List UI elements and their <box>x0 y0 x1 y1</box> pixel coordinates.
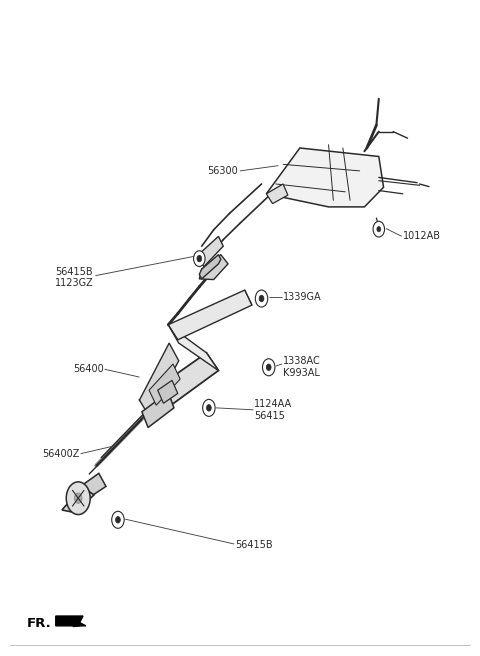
Polygon shape <box>266 148 384 207</box>
Text: 1012AB: 1012AB <box>403 232 441 241</box>
Polygon shape <box>149 364 180 405</box>
Polygon shape <box>157 380 178 403</box>
Polygon shape <box>266 184 288 203</box>
Circle shape <box>74 493 82 503</box>
Text: FR.: FR. <box>27 617 52 630</box>
Circle shape <box>255 290 268 307</box>
Polygon shape <box>75 474 106 502</box>
Circle shape <box>263 359 275 376</box>
Circle shape <box>266 364 271 371</box>
Polygon shape <box>62 488 94 512</box>
Circle shape <box>203 400 215 417</box>
Circle shape <box>116 516 120 523</box>
Polygon shape <box>140 353 218 418</box>
Circle shape <box>259 295 264 302</box>
Text: 56300: 56300 <box>207 166 238 176</box>
Polygon shape <box>140 343 179 417</box>
Circle shape <box>193 251 205 266</box>
Polygon shape <box>168 325 218 371</box>
Circle shape <box>206 405 211 411</box>
Polygon shape <box>142 392 174 428</box>
Text: 56415B: 56415B <box>235 541 273 550</box>
Circle shape <box>66 482 90 514</box>
Polygon shape <box>168 290 252 340</box>
Polygon shape <box>199 255 228 279</box>
Text: 1339GA: 1339GA <box>283 292 322 302</box>
Text: 56400: 56400 <box>73 364 104 374</box>
Polygon shape <box>56 616 86 626</box>
Text: 1338AC
K993AL: 1338AC K993AL <box>283 356 321 378</box>
Text: 56415B
1123GZ: 56415B 1123GZ <box>55 267 94 289</box>
Text: 1124AA
56415: 1124AA 56415 <box>254 399 292 420</box>
Polygon shape <box>199 255 221 279</box>
Polygon shape <box>196 236 223 266</box>
Circle shape <box>112 511 124 528</box>
Circle shape <box>373 221 384 237</box>
Polygon shape <box>67 489 84 508</box>
Circle shape <box>377 226 381 232</box>
Circle shape <box>197 255 202 262</box>
Text: 56400Z: 56400Z <box>42 449 80 459</box>
